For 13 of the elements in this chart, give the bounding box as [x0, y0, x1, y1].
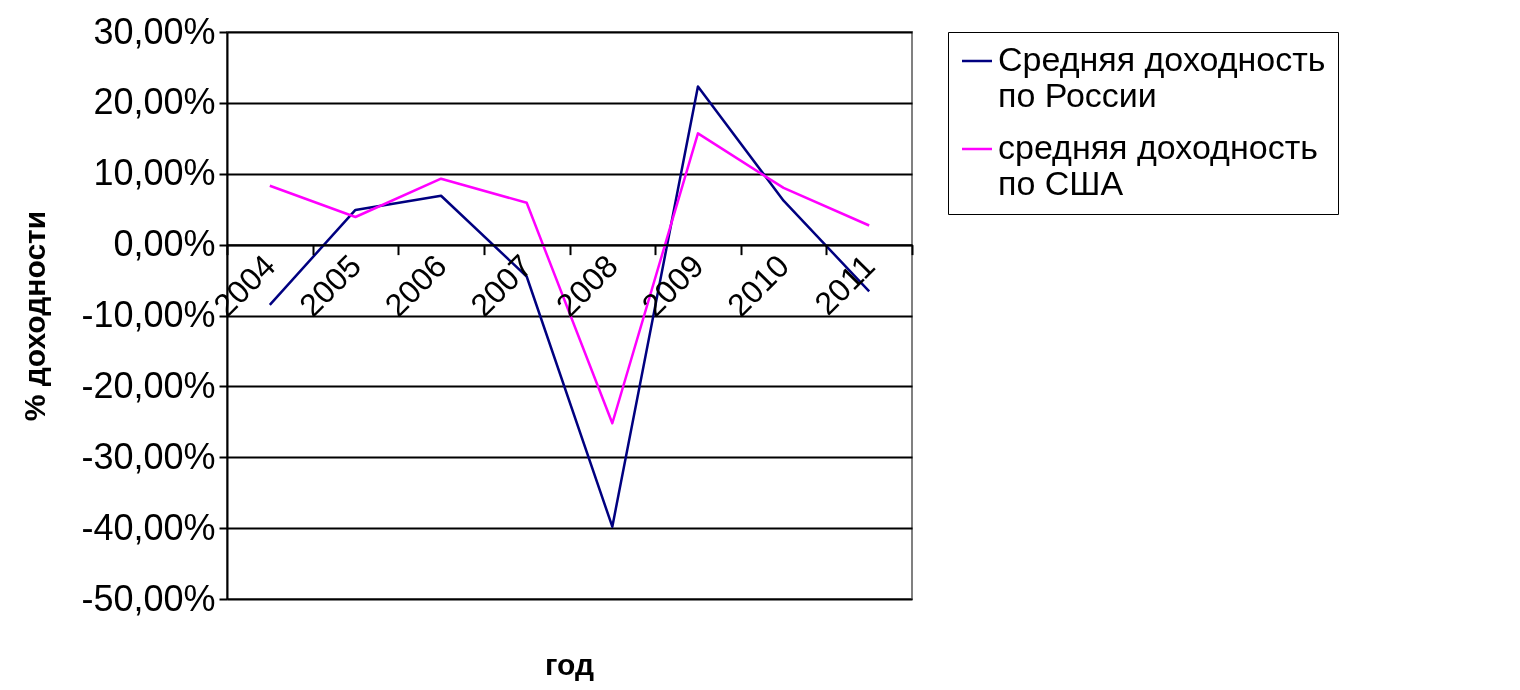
y-tick-label: -40,00%: [81, 506, 216, 548]
y-tick-label: -10,00%: [81, 294, 216, 335]
y-axis-title: % доходности: [18, 210, 52, 422]
y-tick-label: -20,00%: [81, 364, 216, 406]
y-tick-label: -50,00%: [81, 577, 216, 619]
y-tick-label: 30,00%: [93, 10, 216, 52]
legend-label: средняя доходность по США: [998, 128, 1318, 202]
legend-label: Средняя доходность по России: [998, 40, 1326, 114]
y-tick-label: 20,00%: [93, 81, 216, 123]
y-tick-label: -30,00%: [81, 435, 216, 477]
y-tick-label: 10,00%: [93, 152, 216, 194]
x-axis-title: год: [544, 648, 595, 681]
y-tick-label: 0,00%: [113, 223, 216, 265]
